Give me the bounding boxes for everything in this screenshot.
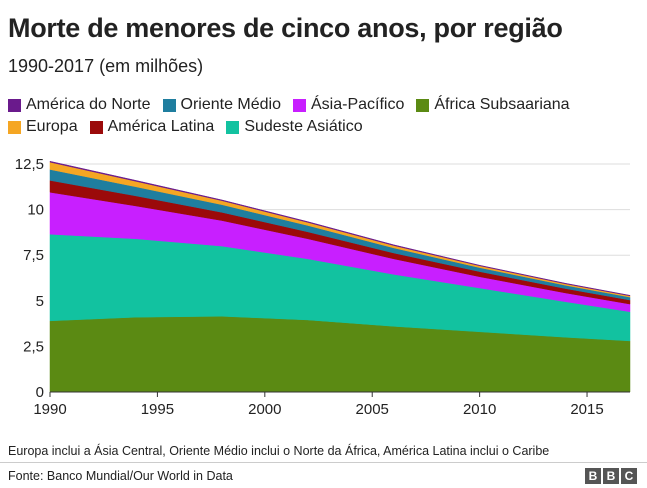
- bbc-logo-letter: B: [603, 468, 619, 484]
- legend-item-sudeste-asiatico: Sudeste Asiático: [226, 118, 363, 136]
- y-tick-label: 5: [36, 293, 44, 310]
- legend-swatch-america-latina: [89, 120, 103, 134]
- legend-label-america-latina: América Latina: [107, 118, 215, 135]
- legend-swatch-sudeste-asiatico: [226, 120, 240, 134]
- legend-swatch-africa-subsaariana: [416, 98, 430, 112]
- bbc-logo-letter: C: [621, 468, 637, 484]
- legend-swatch-europa: [8, 120, 21, 134]
- stacked-area-chart: 0 2,5 5 7,5 10 12,5 1990 1995 2000 2005 2010 2015: [15, 156, 631, 418]
- x-tick-label: 1995: [141, 401, 174, 418]
- chart-title: Morte de menores de cinco anos, por regi…: [8, 13, 563, 43]
- legend-label-africa-subsaariana: África Subsaariana: [434, 96, 570, 113]
- x-tick-label: 2010: [463, 401, 496, 418]
- legend-label-america-do-norte: América do Norte: [26, 96, 151, 113]
- x-tick-label: 1990: [33, 401, 66, 418]
- area-series-group: [49, 160, 631, 393]
- legend-swatch-america-do-norte: [8, 98, 21, 112]
- area-america-do-norte: [49, 160, 631, 297]
- bbc-logo-letter: B: [585, 468, 601, 484]
- y-tick-label: 10: [27, 202, 44, 219]
- legend-item-asia-pacifico: Ásia-Pacífico: [293, 96, 404, 114]
- legend-row-2: Europa América Latina Sudeste Asiático: [8, 116, 647, 138]
- bbc-logo: B B C: [585, 468, 637, 484]
- legend-label-oriente-medio: Oriente Médio: [180, 96, 282, 113]
- legend-swatch-asia-pacifico: [293, 98, 306, 112]
- chart-footnote: Europa inclui a Ásia Central, Oriente Mé…: [8, 444, 550, 458]
- legend-swatch-oriente-medio: [162, 98, 176, 112]
- x-tick-label: 2000: [248, 401, 281, 418]
- legend-item-europa: Europa: [8, 118, 78, 136]
- axes: [49, 391, 630, 397]
- chart-legend: América do Norte Oriente Médio Ásia-Pací…: [8, 94, 647, 138]
- legend-item-oriente-medio: Oriente Médio: [162, 96, 282, 114]
- legend-item-america-latina: América Latina: [89, 118, 215, 136]
- legend-label-europa: Europa: [26, 118, 78, 135]
- legend-label-asia-pacifico: Ásia-Pacífico: [311, 96, 405, 113]
- y-tick-label: 0: [36, 384, 44, 401]
- y-tick-label: 7,5: [23, 247, 44, 264]
- x-tick-label: 2005: [356, 401, 389, 418]
- legend-row-1: América do Norte Oriente Médio Ásia-Pací…: [8, 94, 647, 116]
- legend-item-america-do-norte: América do Norte: [8, 96, 151, 114]
- legend-item-africa-subsaariana: África Subsaariana: [416, 96, 570, 114]
- footer-divider: [0, 462, 647, 463]
- tick-labels: 0 2,5 5 7,5 10 12,5 1990 1995 2000 2005 2010 2015: [15, 156, 604, 418]
- source-text: Fonte: Banco Mundial/Our World in Data: [8, 469, 233, 483]
- y-tick-label: 2,5: [23, 338, 44, 355]
- chart-subtitle: 1990-2017 (em milhões): [8, 56, 204, 76]
- legend-label-sudeste-asiatico: Sudeste Asiático: [244, 118, 363, 135]
- x-tick-label: 2015: [570, 401, 603, 418]
- y-tick-label: 12,5: [15, 156, 44, 173]
